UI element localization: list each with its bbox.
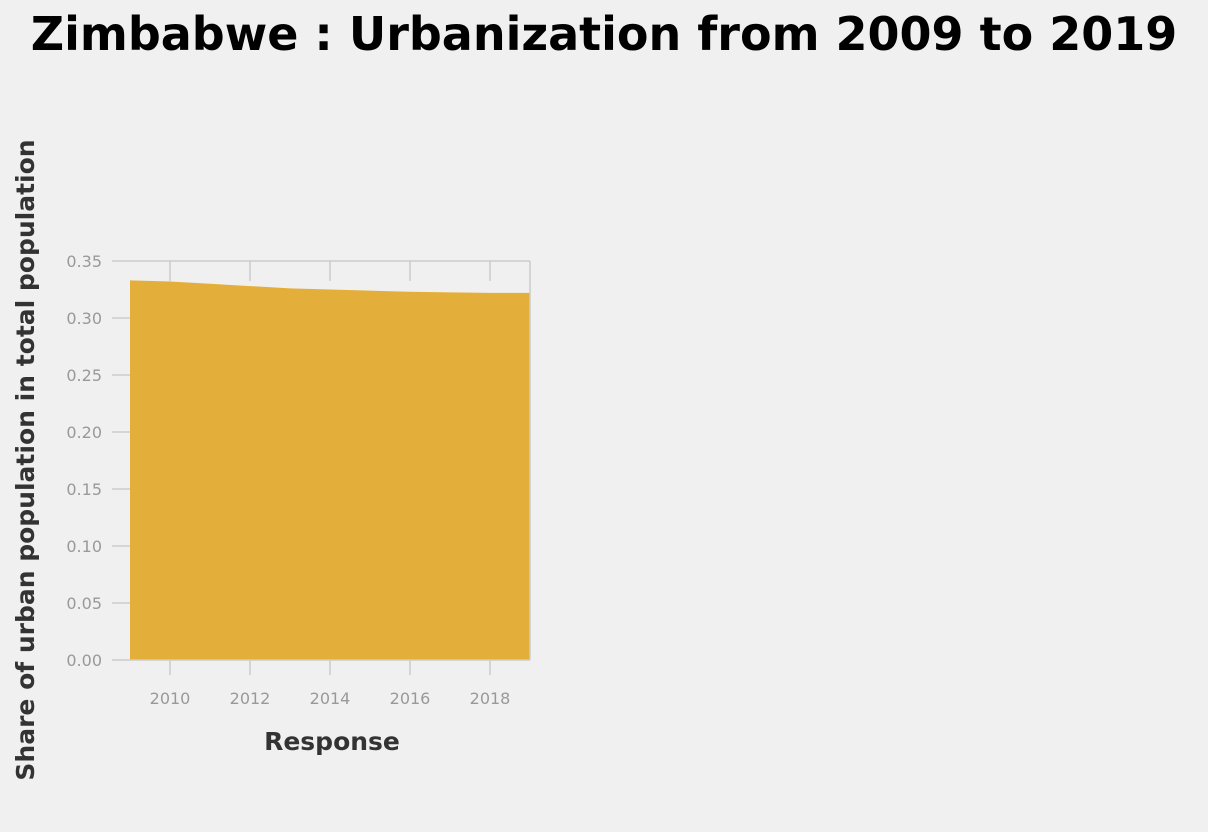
y-tick-label: 0.05 bbox=[66, 594, 102, 613]
area-series bbox=[130, 280, 530, 660]
y-tick-label: 0.25 bbox=[66, 366, 102, 385]
chart-title: Zimbabwe : Urbanization from 2009 to 201… bbox=[31, 7, 1177, 61]
y-tick-label: 0.15 bbox=[66, 480, 102, 499]
x-tick-label: 2018 bbox=[470, 689, 511, 708]
plot-area: 2010 2012 2014 2016 2018 0.00 0.05 0.10 0.15 0.2… bbox=[66, 252, 530, 708]
y-axis-label: Share of urban population in total popul… bbox=[11, 139, 40, 780]
x-tick-label: 2012 bbox=[230, 689, 271, 708]
x-tick-label: 2010 bbox=[150, 689, 191, 708]
x-axis-label: Response bbox=[264, 727, 400, 756]
y-tick-label: 0.00 bbox=[66, 651, 102, 670]
x-tick-label: 2016 bbox=[390, 689, 431, 708]
x-tick-label: 2014 bbox=[310, 689, 351, 708]
y-tick-label: 0.35 bbox=[66, 252, 102, 271]
y-tick-label: 0.20 bbox=[66, 423, 102, 442]
y-tick-label: 0.30 bbox=[66, 309, 102, 328]
y-tick-label: 0.10 bbox=[66, 537, 102, 556]
